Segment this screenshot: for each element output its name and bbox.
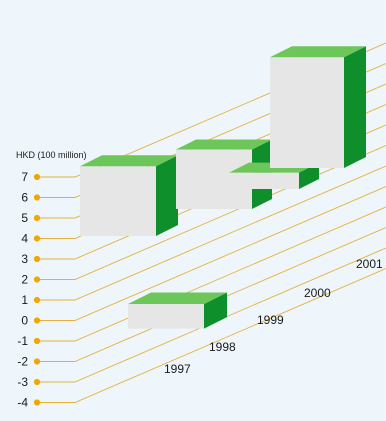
y-tick-label: 3 [21, 252, 28, 266]
y-tick-label: -2 [17, 355, 28, 369]
bar-front [128, 304, 204, 329]
bar-side [204, 292, 227, 329]
bar-1998 [80, 155, 178, 236]
tick-dot [33, 235, 41, 242]
y-tick-label: 2 [21, 273, 28, 287]
x-tick-label: 1998 [209, 340, 236, 354]
y-tick-label: 6 [21, 191, 28, 205]
guide-line [37, 247, 386, 383]
bar-top [270, 46, 366, 58]
tick-dot [33, 173, 41, 181]
tick-dot [33, 399, 41, 406]
y-tick-label: -3 [17, 375, 28, 389]
guide-lines [37, 42, 386, 403]
x-tick-label: 1997 [164, 362, 191, 376]
bar-front [80, 166, 156, 236]
tick-dot [33, 255, 41, 263]
tick-dot [33, 358, 41, 365]
x-tick-label: 1999 [257, 313, 284, 327]
y-tick-label: -1 [17, 334, 28, 348]
bar-top [80, 155, 178, 167]
guide-line [37, 227, 386, 362]
y-tick-label: -4 [17, 396, 28, 410]
tick-dot [33, 194, 41, 201]
tick-dot [33, 214, 41, 222]
bar-front [229, 172, 299, 189]
bar-2001 [270, 46, 366, 168]
y-axis: HKD (100 million) 7 6 5 4 3 2 1 0 -1 -2 -3 -4 [16, 150, 87, 410]
y-tick-label: 4 [21, 232, 28, 246]
bar-side [344, 46, 366, 168]
y-axis-label: HKD (100 million) [16, 150, 87, 160]
y-tick-label: 7 [21, 170, 28, 184]
guide-line [37, 206, 386, 342]
y-tick-label: 5 [21, 211, 28, 225]
x-tick-label: 2001 [356, 257, 383, 271]
bar-top [128, 292, 227, 304]
bar-side [299, 162, 319, 189]
tick-dot [33, 317, 41, 324]
guide-line [37, 186, 386, 321]
bar-front [270, 57, 344, 168]
tick-dot [33, 337, 41, 345]
bar-top [176, 139, 272, 150]
x-tick-label: 2000 [304, 286, 331, 300]
x-axis: 1997 1998 1999 2000 2001 [164, 257, 383, 376]
y-tick-label: 0 [21, 314, 28, 328]
tick-dot [33, 276, 41, 283]
y-tick-label: 1 [21, 293, 28, 307]
guide-line [37, 145, 386, 280]
tick-dot [33, 296, 41, 304]
guide-line [37, 268, 386, 403]
bars [80, 46, 366, 329]
tick-dot [33, 378, 41, 386]
guide-line [37, 165, 386, 301]
bar-side [156, 155, 178, 236]
bar-1997 [128, 292, 227, 329]
